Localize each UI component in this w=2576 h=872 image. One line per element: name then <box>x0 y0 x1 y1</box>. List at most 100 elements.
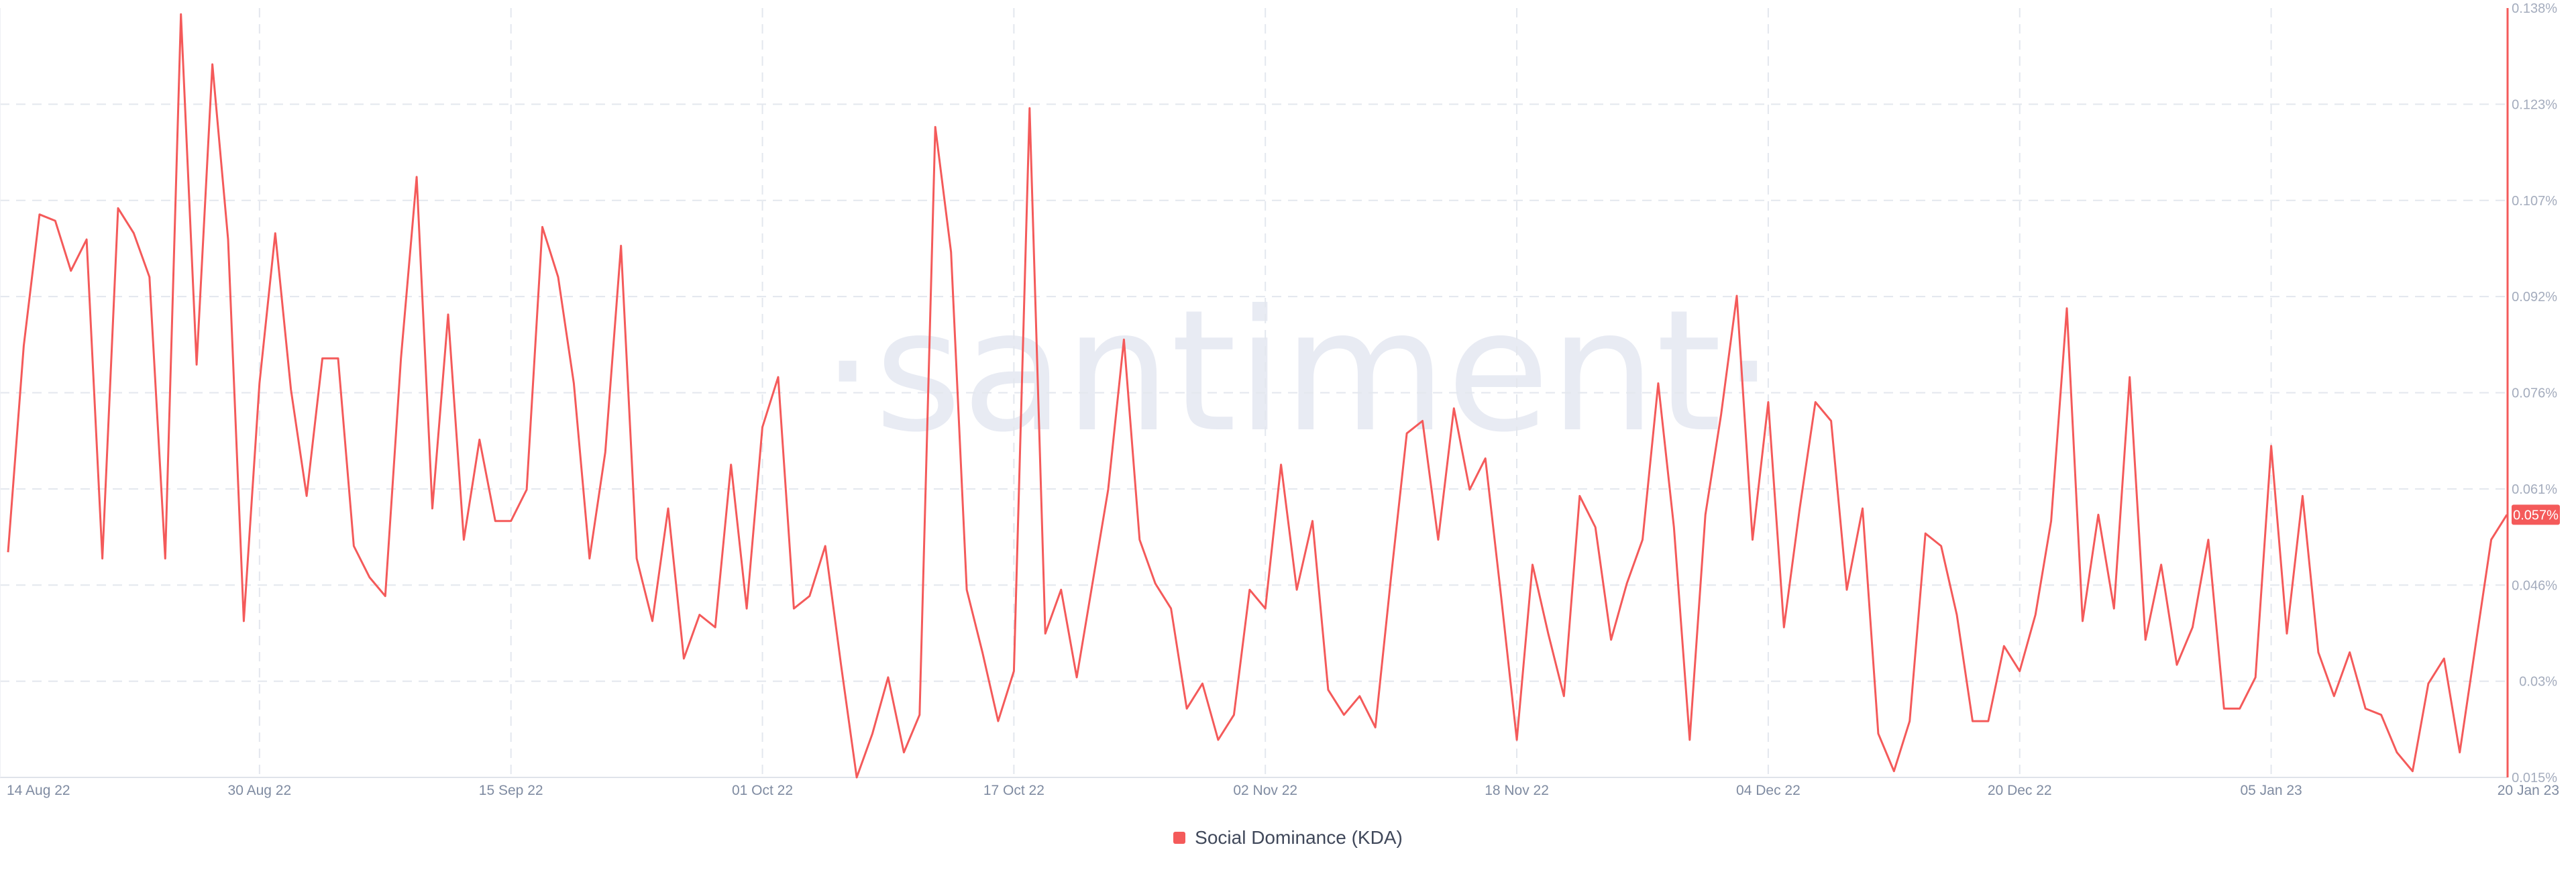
data-point[interactable] <box>2064 306 2070 311</box>
data-point[interactable] <box>760 425 765 430</box>
data-point[interactable] <box>1231 712 1236 718</box>
data-point[interactable] <box>2504 512 2510 517</box>
data-point[interactable] <box>996 718 1001 724</box>
data-point[interactable] <box>1169 606 1174 611</box>
data-point[interactable] <box>1451 406 1456 411</box>
data-point[interactable] <box>1090 581 1095 586</box>
data-point[interactable] <box>1467 487 1472 492</box>
data-point[interactable] <box>2473 643 2478 649</box>
data-point[interactable] <box>1687 737 1693 743</box>
data-point[interactable] <box>1813 399 1818 404</box>
data-point[interactable] <box>2096 512 2101 517</box>
data-point[interactable] <box>2190 624 2195 630</box>
data-point[interactable] <box>1137 537 1142 543</box>
data-point[interactable] <box>1954 612 1960 618</box>
data-point[interactable] <box>1624 581 1629 586</box>
data-point[interactable] <box>2426 681 2431 686</box>
data-point[interactable] <box>2347 649 2353 655</box>
data-point[interactable] <box>2489 537 2494 543</box>
data-point[interactable] <box>1059 587 1064 592</box>
data-point[interactable] <box>524 487 529 492</box>
data-point[interactable] <box>1373 724 1378 730</box>
data-point[interactable] <box>2300 493 2305 498</box>
data-point[interactable] <box>272 231 278 236</box>
data-point[interactable] <box>100 556 105 561</box>
data-point[interactable] <box>2049 519 2054 524</box>
data-point[interactable] <box>870 731 875 737</box>
data-point[interactable] <box>162 556 168 561</box>
data-point[interactable] <box>257 381 262 386</box>
data-point[interactable] <box>2253 675 2258 680</box>
data-point[interactable] <box>210 62 215 67</box>
data-point[interactable] <box>1279 462 1284 468</box>
data-point[interactable] <box>1529 562 1535 567</box>
data-point[interactable] <box>21 343 26 349</box>
data-point[interactable] <box>697 612 702 618</box>
data-point[interactable] <box>1216 737 1221 743</box>
data-point[interactable] <box>1577 493 1582 498</box>
data-point[interactable] <box>744 606 749 611</box>
data-point[interactable] <box>1436 537 1441 543</box>
data-point[interactable] <box>932 124 938 129</box>
data-point[interactable] <box>822 543 828 549</box>
data-point[interactable] <box>1121 337 1126 342</box>
data-point[interactable] <box>398 356 404 361</box>
data-point[interactable] <box>634 556 639 561</box>
data-point[interactable] <box>2394 750 2400 755</box>
data-point[interactable] <box>1719 412 1724 417</box>
data-point[interactable] <box>1939 543 1944 549</box>
data-point[interactable] <box>1514 737 1519 743</box>
data-point[interactable] <box>5 549 11 555</box>
data-point[interactable] <box>2457 750 2463 755</box>
data-point[interactable] <box>2001 643 2006 649</box>
data-point[interactable] <box>1750 537 1755 543</box>
data-point[interactable] <box>1561 694 1566 699</box>
data-point[interactable] <box>2017 668 2023 673</box>
data-point[interactable] <box>1341 712 1346 718</box>
data-point[interactable] <box>477 437 482 442</box>
data-point[interactable] <box>241 618 246 624</box>
data-point[interactable] <box>414 174 419 180</box>
data-point[interactable] <box>1734 293 1739 298</box>
data-point[interactable] <box>1483 455 1488 461</box>
data-point[interactable] <box>320 356 325 361</box>
data-point[interactable] <box>1970 718 1975 724</box>
data-point[interactable] <box>1404 431 1409 436</box>
data-point[interactable] <box>602 449 608 455</box>
data-point[interactable] <box>854 775 859 780</box>
data-point[interactable] <box>1326 687 1331 692</box>
data-point[interactable] <box>1656 381 1661 386</box>
data-point[interactable] <box>712 624 718 630</box>
data-point[interactable] <box>367 575 372 580</box>
data-point[interactable] <box>1640 537 1645 543</box>
data-point[interactable] <box>665 506 671 511</box>
data-point[interactable] <box>1106 487 1111 492</box>
data-point[interactable] <box>1027 105 1032 111</box>
data-point[interactable] <box>791 606 796 611</box>
data-point[interactable] <box>1923 531 1928 536</box>
data-point[interactable] <box>68 268 74 274</box>
data-point[interactable] <box>571 381 576 386</box>
data-point[interactable] <box>1671 525 1676 530</box>
data-point[interactable] <box>1876 731 1881 737</box>
data-point[interactable] <box>1419 418 1425 423</box>
data-point[interactable] <box>37 212 42 217</box>
data-point[interactable] <box>2269 443 2274 449</box>
data-point[interactable] <box>2159 562 2164 567</box>
data-point[interactable] <box>2143 637 2148 643</box>
data-point[interactable] <box>1766 399 1771 404</box>
data-point[interactable] <box>2080 618 2085 624</box>
data-point[interactable] <box>729 462 734 468</box>
data-point[interactable] <box>1294 587 1299 592</box>
data-point[interactable] <box>1247 587 1252 592</box>
data-point[interactable] <box>351 543 356 549</box>
data-point[interactable] <box>115 205 121 211</box>
data-point[interactable] <box>304 493 309 498</box>
data-point[interactable] <box>445 312 451 317</box>
data-point[interactable] <box>131 231 136 236</box>
data-point[interactable] <box>225 237 231 242</box>
data-point[interactable] <box>2441 656 2447 661</box>
data-point[interactable] <box>1703 512 1708 517</box>
data-point[interactable] <box>1844 587 1849 592</box>
data-point[interactable] <box>619 243 624 248</box>
